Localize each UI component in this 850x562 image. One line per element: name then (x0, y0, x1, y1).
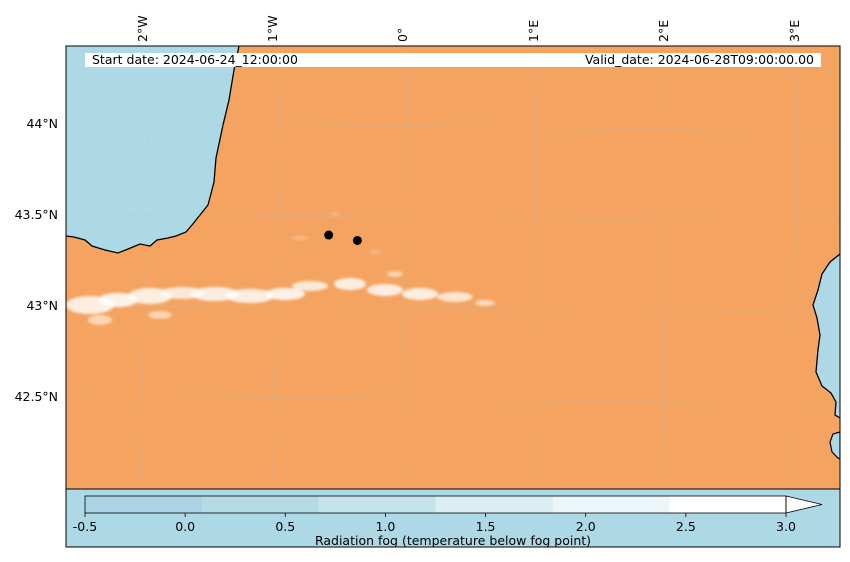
header-start-date: Start date: 2024-06-24_12:00:00 (92, 52, 298, 67)
fog-band (66, 212, 495, 325)
lon-label: 1°E (526, 20, 541, 42)
colorbar-segment (85, 496, 202, 513)
lon-label: 0° (395, 28, 410, 42)
station-marker-2[interactable] (352, 235, 362, 245)
header-box (85, 53, 821, 67)
colorbar-tick-label: 1.5 (476, 519, 496, 534)
lat-label: 44°N (26, 116, 58, 131)
colorbar-label: Radiation fog (temperature below fog poi… (315, 533, 591, 548)
colorbar-tick-label: 0.5 (275, 519, 295, 534)
lat-label: 42.5°N (15, 389, 58, 404)
colorbar-segment (435, 496, 553, 513)
colorbar-tick-label: 3.0 (776, 519, 796, 534)
colorbar-segment (669, 496, 786, 513)
colorbar-segments (85, 496, 786, 513)
map-panel[interactable]: Start date: 2024-06-24_12:00:00 Valid_da… (66, 46, 840, 489)
header-valid-date: Valid_date: 2024-06-28T09:00:00.00 (585, 52, 814, 67)
lon-label: 2°W (135, 15, 150, 42)
longitude-labels: 2°W 1°W 0° 1°E 2°E 3°E (135, 15, 802, 42)
latitude-labels: 44°N 43.5°N 43°N 42.5°N (15, 116, 58, 404)
colorbar-ticks: -0.5 0.0 0.5 1.0 1.5 2.0 2.5 3.0 (73, 513, 796, 534)
coastline-mediterranean (812, 253, 840, 419)
map-gridlines (66, 46, 840, 489)
station-marker-1[interactable] (324, 230, 334, 240)
colorbar-tick-label: 2.0 (576, 519, 596, 534)
lon-label: 3°E (787, 20, 802, 42)
sea-mediterranean-south (829, 431, 840, 460)
colorbar-tick-label: 0.0 (175, 519, 195, 534)
colorbar-segment (201, 496, 319, 513)
colorbar-panel: -0.5 0.0 0.5 1.0 1.5 2.0 2.5 3.0 Radiation fog … (65, 488, 841, 548)
lon-label: 1°W (265, 15, 280, 42)
coastline-atlantic (66, 46, 240, 254)
colorbar-tick-label: 2.5 (676, 519, 696, 534)
colorbar-segment (318, 496, 436, 513)
sea-mediterranean (813, 254, 840, 418)
lat-label: 43°N (26, 298, 58, 313)
sea-atlantic (66, 46, 239, 253)
lat-label: 43.5°N (15, 207, 58, 222)
lon-label: 2°E (656, 20, 671, 42)
colorbar-outline (84, 495, 787, 514)
colorbar-tick-label: 1.0 (375, 519, 395, 534)
colorbar-tick-label: -0.5 (73, 519, 97, 534)
colorbar-segment (552, 496, 670, 513)
